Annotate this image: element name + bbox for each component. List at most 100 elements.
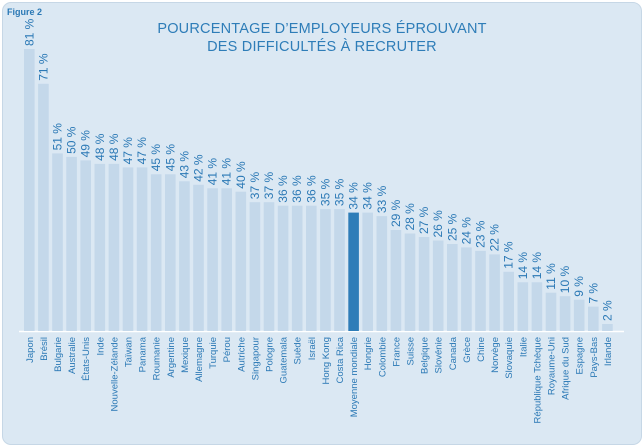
data-label: 36 % bbox=[276, 175, 290, 203]
chart-title-line-2: DES DIFFICULTÉS À RECRUTER bbox=[207, 39, 437, 55]
category-label: Guatemala bbox=[279, 336, 290, 383]
category-label: Afrique du Sud bbox=[561, 337, 572, 400]
data-label: 34 % bbox=[347, 182, 361, 210]
data-label: 35 % bbox=[318, 178, 332, 206]
bar bbox=[362, 212, 373, 331]
bar bbox=[602, 324, 613, 331]
category-label: Chine bbox=[476, 337, 487, 362]
category-label: Moyenne mondiale bbox=[349, 337, 360, 417]
category-label: Nouvelle-Zélande bbox=[109, 337, 120, 411]
category-label: Norvège bbox=[490, 337, 501, 373]
category-label: Slovaquie bbox=[504, 337, 515, 379]
category-label: Inde bbox=[95, 337, 106, 356]
category-label: Mexique bbox=[180, 337, 191, 373]
data-label: 24 % bbox=[459, 217, 473, 245]
data-label: 49 % bbox=[79, 130, 93, 158]
category-label: Israël bbox=[307, 337, 318, 360]
data-label: 48 % bbox=[93, 133, 107, 161]
data-label: 10 % bbox=[558, 266, 572, 294]
category-label: Costa Rica bbox=[335, 336, 346, 383]
data-label: 42 % bbox=[192, 154, 206, 182]
category-label: Australie bbox=[67, 337, 78, 374]
data-label: 45 % bbox=[163, 144, 177, 172]
data-label: 41 % bbox=[206, 158, 220, 186]
category-label: Royaume-Uni bbox=[547, 337, 558, 395]
bar bbox=[432, 240, 444, 331]
category-label: Japon bbox=[25, 337, 36, 363]
category-label: Panama bbox=[138, 336, 149, 372]
bar bbox=[348, 212, 359, 331]
category-label: Grèce bbox=[462, 337, 473, 363]
category-label: Colombie bbox=[377, 337, 388, 377]
data-label: 14 % bbox=[516, 252, 530, 280]
bar bbox=[66, 156, 77, 331]
bar bbox=[475, 250, 486, 331]
bar bbox=[390, 230, 402, 331]
data-label: 36 % bbox=[304, 175, 318, 203]
data-label: 41 % bbox=[220, 158, 234, 186]
data-label: 51 % bbox=[51, 123, 65, 151]
data-label: 48 % bbox=[107, 133, 121, 161]
bar bbox=[404, 233, 416, 331]
data-label: 43 % bbox=[177, 151, 191, 179]
bar bbox=[165, 174, 176, 331]
category-label: Suède bbox=[293, 337, 304, 364]
bar bbox=[80, 160, 91, 331]
category-label: Pologne bbox=[265, 337, 276, 372]
category-label: Hong Kong bbox=[321, 337, 332, 385]
bar bbox=[207, 188, 218, 331]
category-label: États-Unis bbox=[81, 337, 92, 381]
category-label: Allemagne bbox=[194, 337, 205, 382]
category-label: Slovénie bbox=[434, 337, 445, 373]
category-label: Canada bbox=[448, 336, 459, 370]
bar bbox=[150, 174, 162, 331]
category-label: Belgique bbox=[420, 337, 431, 374]
data-label: 7 % bbox=[586, 283, 600, 304]
category-label: Pérou bbox=[222, 337, 233, 362]
category-label: République Tchèque bbox=[532, 337, 543, 423]
category-label: Italie bbox=[518, 337, 529, 357]
data-label: 81 % bbox=[22, 18, 36, 46]
data-label: 27 % bbox=[417, 206, 431, 234]
bar bbox=[447, 244, 458, 331]
data-label: 47 % bbox=[135, 137, 149, 165]
category-label: Espagne bbox=[575, 337, 586, 375]
category-label: Autriche bbox=[236, 337, 247, 372]
data-label: 71 % bbox=[36, 53, 50, 81]
category-label: Taïwan bbox=[124, 337, 135, 367]
data-label: 25 % bbox=[445, 213, 459, 241]
bar bbox=[306, 205, 317, 331]
data-label: 26 % bbox=[431, 210, 445, 238]
bar bbox=[221, 188, 232, 331]
data-label: 34 % bbox=[361, 182, 375, 210]
category-label: Roumanie bbox=[152, 337, 163, 380]
data-label: 14 % bbox=[530, 252, 544, 280]
data-label: 36 % bbox=[290, 175, 304, 203]
category-label: Hongrie bbox=[363, 337, 374, 370]
bar bbox=[179, 181, 190, 331]
bar bbox=[52, 153, 63, 331]
bar bbox=[249, 202, 261, 331]
category-label: France bbox=[391, 337, 402, 367]
bar bbox=[263, 202, 275, 331]
data-label: 23 % bbox=[474, 220, 488, 248]
bar bbox=[503, 271, 514, 331]
data-label: 2 % bbox=[600, 300, 614, 321]
bar bbox=[418, 237, 430, 331]
bar bbox=[291, 205, 303, 331]
bar bbox=[136, 167, 148, 331]
bar bbox=[38, 83, 49, 331]
category-label: Turquie bbox=[208, 337, 219, 369]
bar bbox=[122, 167, 134, 331]
data-label: 37 % bbox=[248, 172, 262, 200]
bar bbox=[235, 191, 247, 331]
bar bbox=[517, 282, 529, 331]
data-label: 47 % bbox=[121, 137, 135, 165]
chart-title-line-1: POURCENTAGE D’EMPLOYEURS ÉPROUVANT bbox=[157, 21, 487, 37]
data-label: 37 % bbox=[262, 172, 276, 200]
bar bbox=[376, 216, 388, 331]
data-label: 9 % bbox=[572, 276, 586, 297]
bar bbox=[545, 292, 557, 331]
bar bbox=[559, 296, 571, 331]
